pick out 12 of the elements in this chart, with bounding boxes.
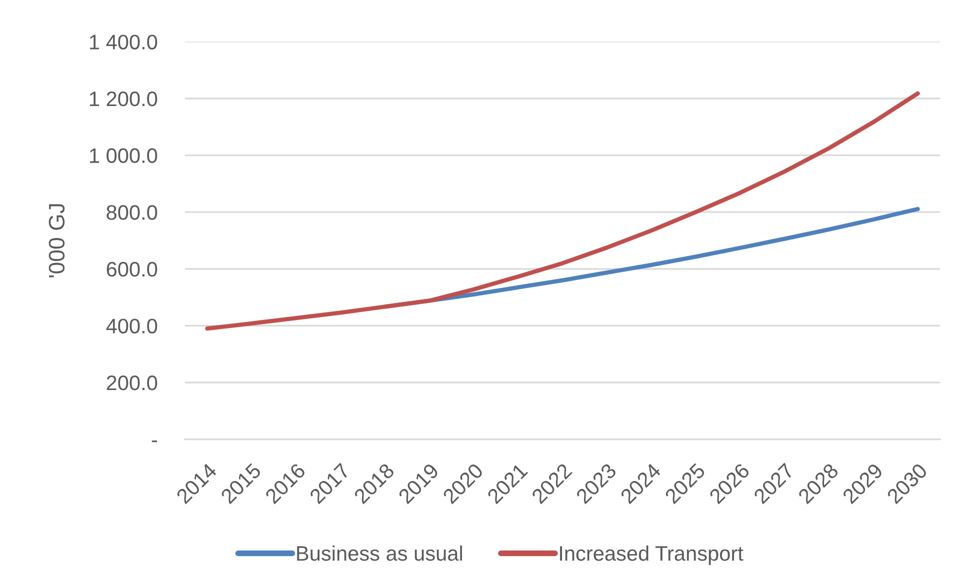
legend-label: Business as usual <box>297 546 462 561</box>
y-axis-title: '000 GJ <box>48 204 65 278</box>
y-tick-label: - <box>152 440 157 442</box>
line-series <box>205 91 920 331</box>
y-tick-label: 1 200.0 <box>90 92 158 106</box>
y-tick-label: 200.0 <box>106 376 158 390</box>
y-tick-label: 400.0 <box>106 318 158 334</box>
y-tick-label: 1 000.0 <box>90 148 158 164</box>
y-tick-label: 1 400.0 <box>90 34 158 50</box>
y-tick-label: 800.0 <box>106 205 158 220</box>
y-tick-label: 600.0 <box>106 262 158 277</box>
legend-label: Increased Transport <box>560 546 744 565</box>
